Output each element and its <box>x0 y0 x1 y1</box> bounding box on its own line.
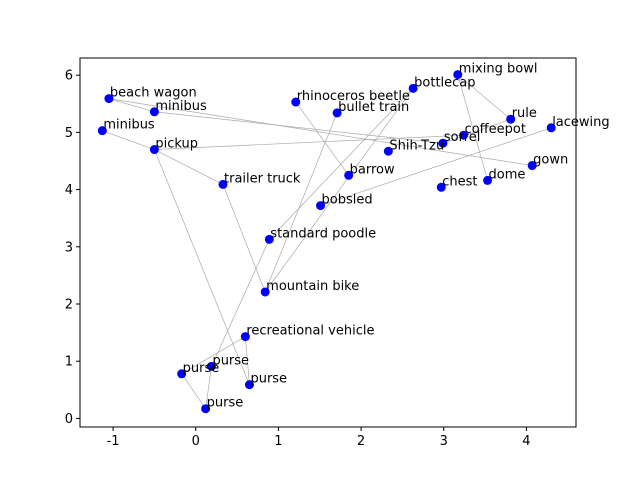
x-tick-label: 1 <box>274 434 282 449</box>
x-tick-label: 3 <box>440 434 448 449</box>
y-tick-label: 2 <box>65 298 73 313</box>
edge-line <box>154 149 224 185</box>
point-label: rhinoceros beetle <box>297 89 410 104</box>
x-tick-label: 2 <box>357 434 365 449</box>
data-point <box>149 107 159 117</box>
data-point <box>383 146 393 156</box>
edge-line <box>457 74 488 181</box>
edge-line <box>154 134 464 150</box>
data-point <box>316 201 326 211</box>
point-label: purse <box>183 361 220 376</box>
point-label: trailer truck <box>224 171 301 186</box>
point-label: bullet train <box>338 100 409 115</box>
point-label: mountain bike <box>266 279 359 294</box>
x-tick-label: -1 <box>107 434 120 449</box>
point-label: mixing bowl <box>459 62 538 77</box>
data-point <box>97 126 107 136</box>
data-point <box>506 114 516 124</box>
point-label: beach wagon <box>110 86 197 101</box>
edge-line <box>295 101 349 176</box>
edge-line <box>269 88 414 240</box>
data-point <box>438 138 448 148</box>
y-tick-label: 3 <box>65 240 73 255</box>
point-label: purse <box>212 353 249 368</box>
data-point <box>332 108 342 118</box>
point-label: pickup <box>155 137 198 152</box>
x-tick-label: 4 <box>522 434 530 449</box>
y-tick-label: 0 <box>65 412 73 427</box>
edge-line <box>205 366 212 409</box>
edge-line <box>244 336 250 385</box>
point-label: barrow <box>350 162 395 177</box>
data-point <box>436 182 446 192</box>
data-point <box>177 369 187 379</box>
edge-line <box>211 239 270 367</box>
data-point <box>218 179 228 189</box>
data-point <box>240 332 250 342</box>
data-point <box>546 123 556 133</box>
data-point <box>149 145 159 155</box>
data-point <box>201 404 211 414</box>
edge-line <box>320 127 552 206</box>
edge-line <box>457 74 511 120</box>
data-point <box>459 130 469 140</box>
x-tick-label: 0 <box>192 434 200 449</box>
point-label: gown <box>533 153 568 168</box>
point-label: bobsled <box>322 193 373 208</box>
y-tick-label: 1 <box>65 355 73 370</box>
points-layer <box>97 70 556 414</box>
point-label: dome <box>489 167 526 182</box>
data-point <box>264 234 274 244</box>
point-label: Shih-Tzu <box>389 138 444 153</box>
edge-line <box>222 184 266 293</box>
edge-line <box>102 130 155 150</box>
y-axis: 0 1 2 3 4 5 6 <box>65 69 80 427</box>
point-label: chest <box>442 174 477 189</box>
data-point <box>206 361 216 371</box>
data-point <box>260 287 270 297</box>
point-label: sorrel <box>444 130 481 145</box>
edge-line <box>154 111 443 144</box>
x-axis: -1 0 1 2 3 4 <box>107 427 531 449</box>
edge-line <box>154 149 250 385</box>
point-label: recreational vehicle <box>246 324 374 339</box>
point-label: purse <box>207 396 244 411</box>
point-label: minibus <box>103 118 155 133</box>
data-point <box>344 170 354 180</box>
y-tick-label: 6 <box>65 69 73 84</box>
data-point <box>453 70 463 80</box>
edge-line <box>181 373 206 409</box>
point-label: purse <box>250 372 287 387</box>
point-label: minibus <box>155 99 207 114</box>
y-tick-label: 4 <box>65 183 73 198</box>
edge-line <box>442 118 511 144</box>
data-point <box>483 175 493 185</box>
point-label: bottlecap <box>414 75 475 90</box>
point-label: coffeepot <box>465 122 526 137</box>
data-point <box>104 94 114 104</box>
edges-layer <box>102 74 552 409</box>
data-point <box>291 97 301 107</box>
edge-line <box>108 98 533 166</box>
y-tick-label: 5 <box>65 126 73 141</box>
data-point <box>527 161 537 171</box>
point-label: lacewing <box>552 115 609 130</box>
data-point <box>244 380 254 390</box>
edge-line <box>181 336 246 375</box>
data-point <box>408 83 418 93</box>
edge-line <box>108 98 155 113</box>
point-label: rule <box>512 106 537 121</box>
edge-line <box>264 88 414 293</box>
plot-frame <box>79 57 577 428</box>
point-label: standard poodle <box>270 226 376 241</box>
